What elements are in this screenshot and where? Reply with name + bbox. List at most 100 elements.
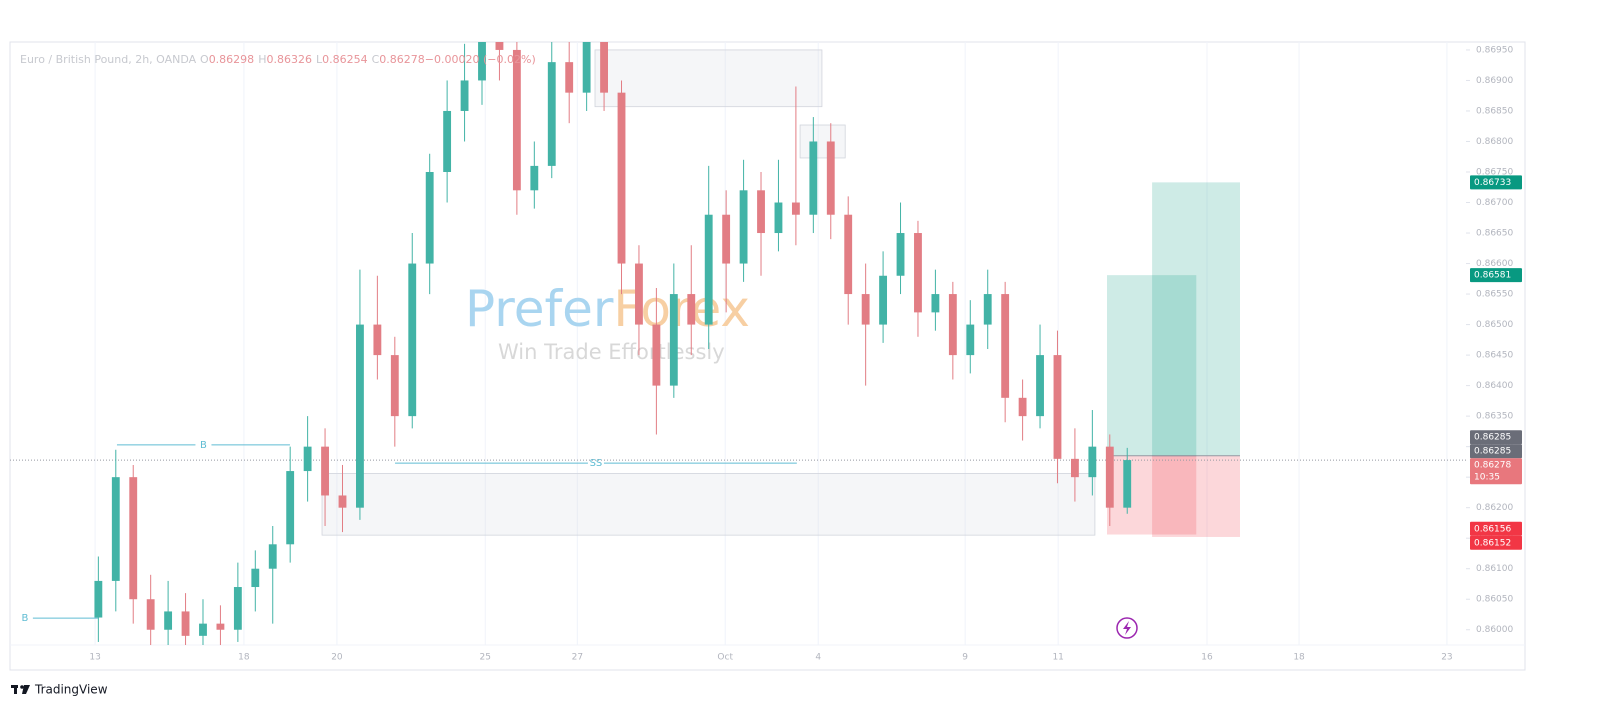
header-key: L [316, 53, 323, 66]
y-tick-label: 0.86600 [1476, 259, 1513, 269]
price-tag-label: 0.86156 [1474, 524, 1511, 534]
x-tick-label: 11 [1052, 653, 1063, 663]
y-tick-label: 0.86050 [1476, 595, 1513, 605]
watermark-second: Forex [613, 280, 750, 338]
candle-body [164, 611, 173, 630]
chart-frame [9, 41, 1526, 671]
candle-body [251, 568, 260, 588]
candle-body [757, 190, 765, 234]
brand-logo: TradingView [11, 683, 108, 697]
price-tag-countdown: 10:35 [1474, 473, 1500, 483]
logo-part [22, 685, 30, 694]
candle-body [233, 587, 242, 630]
candle-body [1018, 397, 1027, 417]
legend-header: Euro / British Pound, 2h, OANDA O0.86298 H… [20, 53, 536, 66]
candle-body [443, 110, 452, 172]
candle-body [530, 165, 539, 191]
level-label-bg [16, 612, 33, 625]
price-tag [1470, 535, 1522, 550]
price-tag-label: 0.86733 [1474, 178, 1511, 188]
profit-zone [1106, 275, 1197, 456]
candle-body [321, 446, 329, 496]
x-tick-label: 4 [815, 653, 821, 663]
price-tag [1470, 175, 1522, 190]
candle-body [914, 233, 922, 313]
header-value: 0.86326 [266, 53, 312, 66]
x-tick-label: 18 [238, 653, 250, 663]
candle-body [1070, 458, 1079, 478]
price-tag-label: 0.86152 [1474, 538, 1511, 548]
zone [594, 49, 823, 108]
level-label-bg [587, 457, 604, 470]
y-tick-label: 0.86000 [1476, 625, 1513, 635]
watermark-first: Prefer [465, 280, 614, 338]
candle-body [390, 355, 399, 417]
x-tick-label: 23 [1441, 653, 1452, 663]
x-tick-label: 9 [962, 653, 968, 663]
y-tick-label: 0.86100 [1476, 564, 1513, 574]
candle-body [303, 446, 312, 472]
header-key: C [372, 53, 380, 66]
candle-body [338, 495, 347, 508]
candle-body [111, 477, 120, 581]
candle-body [739, 190, 748, 264]
candle-body [669, 294, 678, 386]
candle-body [879, 275, 888, 325]
price-tag [1470, 268, 1522, 283]
header-value: 0.86254 [322, 53, 368, 66]
logo-part [14, 685, 17, 694]
x-tick-label: 18 [1293, 653, 1305, 663]
price-tag [1470, 444, 1522, 459]
candle-body [617, 92, 626, 264]
y-tick-label: 0.86800 [1476, 137, 1513, 147]
y-tick-label: 0.86500 [1476, 320, 1513, 330]
candle-body [478, 42, 486, 81]
candle-body [896, 233, 905, 276]
candle-body [425, 171, 434, 264]
level-label: B [200, 440, 207, 451]
level-label: SS [590, 458, 603, 469]
candle-body [931, 294, 940, 313]
zone [799, 124, 846, 159]
candle-body [1105, 446, 1114, 508]
candle-body [286, 471, 295, 545]
candle-body [547, 62, 556, 166]
candle-body [460, 80, 469, 111]
y-tick-label: 0.86850 [1476, 106, 1513, 116]
candle-body [181, 611, 190, 636]
candle-body [146, 599, 155, 630]
candle-body [1001, 294, 1010, 398]
candle-body [791, 202, 800, 215]
candle-body [268, 544, 277, 569]
candle-body [600, 42, 608, 93]
plot: B B SS [10, 42, 1466, 645]
watermark-tagline: Win Trade Effortlessly [498, 340, 725, 364]
y-tick-label: 0.86650 [1476, 229, 1513, 239]
bolt-icon[interactable] [1116, 617, 1138, 639]
stop-zone [1152, 455, 1240, 537]
header-value: 0.86298 [209, 53, 255, 66]
candle-body [512, 49, 521, 191]
candle-body [704, 214, 713, 325]
y-tick-label: 0.86200 [1476, 503, 1513, 513]
price-tag [1470, 521, 1522, 536]
candle-body [373, 324, 382, 356]
x-tick-label: 27 [572, 653, 583, 663]
candle-body [826, 141, 835, 215]
grid [94, 42, 1448, 645]
level-label: B [21, 613, 28, 624]
logo-part [20, 685, 24, 689]
zone [321, 473, 1096, 536]
x-tick-label: 13 [89, 653, 100, 663]
price-tag [1470, 430, 1522, 445]
candle-body [1088, 446, 1097, 478]
candle-body [844, 214, 853, 295]
price-tag-label: 0.86278 [1474, 461, 1511, 471]
price-tag-label: 0.86285 [1474, 433, 1511, 443]
candle-body [356, 324, 364, 508]
candle-body [722, 214, 731, 264]
candle-body [652, 324, 661, 386]
candle-body [861, 294, 870, 325]
candle-body [199, 623, 207, 636]
x-tick-label: Oct [717, 653, 733, 663]
